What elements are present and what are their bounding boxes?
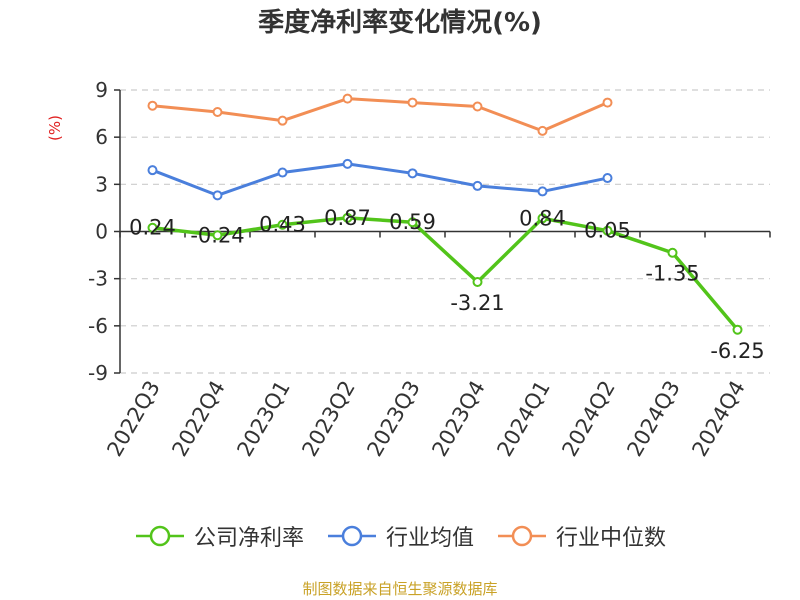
x-tick-label: 2023Q1 — [232, 377, 294, 461]
data-point — [147, 165, 158, 176]
legend-swatch-icon — [135, 525, 184, 547]
series-line — [152, 97, 609, 133]
legend-item: 行业中位数 — [496, 520, 666, 552]
data-point — [212, 230, 223, 241]
legend: 公司净利率 行业均值 行业中位数 — [0, 520, 800, 552]
data-label: 0.43 — [259, 213, 306, 237]
data-point — [147, 100, 158, 111]
legend-label: 行业中位数 — [556, 526, 667, 551]
data-label: 0.24 — [129, 216, 176, 240]
data-label: 0.84 — [519, 206, 566, 230]
data-label: -0.24 — [190, 223, 244, 247]
data-point — [147, 222, 158, 233]
data-point — [342, 212, 353, 223]
data-label: 0.05 — [584, 219, 631, 243]
x-tick-label: 2022Q4 — [167, 377, 229, 461]
legend-swatch-icon — [498, 525, 546, 547]
data-label: 0.59 — [389, 210, 436, 234]
x-tick-label: 2024Q1 — [492, 377, 554, 461]
data-point — [537, 125, 548, 136]
chart-title: 季度净利率变化情况(%) — [258, 8, 542, 38]
x-tick-label: 2024Q3 — [622, 377, 684, 461]
y-tick-label: -6 — [88, 314, 108, 338]
data-label: -3.21 — [450, 291, 504, 315]
data-label: -1.35 — [645, 262, 699, 286]
y-tick-label: -3 — [88, 267, 108, 291]
y-tick-label: 9 — [95, 78, 108, 102]
x-tick-label: 2023Q3 — [362, 377, 424, 461]
data-point — [472, 180, 483, 191]
data-label-layer: 0.24 -0.24 0.43 0.87 0.59 -3.21 0.84 0.05 -1.35 -… — [129, 206, 765, 363]
data-point — [602, 173, 613, 184]
data-label: 0.87 — [324, 206, 371, 230]
x-tick-label: 2023Q2 — [297, 377, 359, 461]
data-point — [212, 107, 223, 118]
data-point — [342, 158, 353, 169]
legend-item: 行业均值 — [326, 520, 474, 552]
legend-swatch-icon — [327, 525, 376, 547]
data-point — [602, 225, 613, 236]
data-point — [602, 97, 613, 108]
data-point — [342, 93, 353, 104]
y-tick-label: 6 — [95, 125, 108, 149]
data-point — [407, 168, 418, 179]
x-tick-label: 2024Q4 — [687, 377, 749, 461]
data-point — [277, 115, 288, 126]
data-label: -6.25 — [710, 339, 764, 363]
series-line — [152, 216, 739, 331]
y-tick-label: 0 — [95, 220, 108, 244]
y-axis-title: (%) — [46, 115, 64, 141]
data-point — [732, 324, 743, 335]
data-point — [537, 186, 548, 197]
data-point — [277, 219, 288, 230]
data-point — [472, 276, 483, 287]
legend-label: 公司净利率 — [193, 526, 304, 551]
series-line — [151, 162, 608, 197]
source-note: 制图数据来自恒生聚源数据库 — [302, 580, 498, 598]
data-point — [407, 97, 418, 108]
data-point — [537, 213, 548, 224]
x-tick-label: 2023Q4 — [427, 377, 489, 461]
y-tick-label: 3 — [95, 172, 108, 196]
data-point — [472, 101, 483, 112]
grid-layer — [120, 89, 770, 374]
y-tick-label: -9 — [88, 361, 108, 385]
series-layer — [147, 93, 743, 335]
data-point — [407, 217, 418, 228]
data-point — [212, 190, 223, 201]
legend-label: 行业均值 — [385, 526, 474, 551]
data-point — [277, 167, 288, 178]
x-tick-label: 2024Q2 — [557, 377, 619, 461]
x-tick-label: 2022Q3 — [102, 377, 164, 461]
legend-item: 公司净利率 — [134, 520, 304, 552]
data-point — [667, 247, 678, 258]
